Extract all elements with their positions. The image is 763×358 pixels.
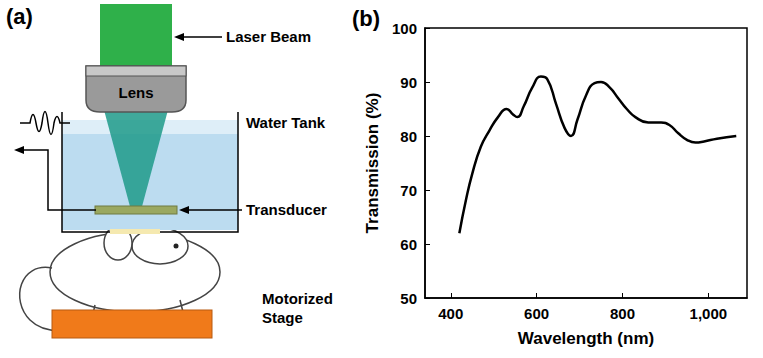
- svg-text:400: 400: [438, 305, 463, 322]
- svg-text:100: 100: [392, 20, 417, 37]
- svg-text:90: 90: [400, 74, 417, 91]
- svg-text:Stage: Stage: [262, 309, 303, 326]
- svg-text:600: 600: [524, 305, 549, 322]
- svg-text:60: 60: [400, 236, 417, 253]
- svg-text:50: 50: [400, 290, 417, 307]
- svg-text:80: 80: [400, 128, 417, 145]
- svg-text:Laser Beam: Laser Beam: [226, 28, 311, 45]
- svg-text:Wavelength (nm): Wavelength (nm): [518, 329, 654, 348]
- svg-text:800: 800: [610, 305, 635, 322]
- svg-text:Water Tank: Water Tank: [246, 114, 326, 131]
- svg-text:(a): (a): [6, 4, 33, 29]
- svg-text:1,000: 1,000: [690, 305, 728, 322]
- svg-text:Transmission (%): Transmission (%): [363, 93, 382, 234]
- svg-text:70: 70: [400, 182, 417, 199]
- svg-text:(b): (b): [352, 6, 380, 31]
- svg-text:Motorized: Motorized: [262, 290, 333, 307]
- svg-text:Lens: Lens: [118, 84, 153, 101]
- svg-text:Transducer: Transducer: [246, 201, 327, 218]
